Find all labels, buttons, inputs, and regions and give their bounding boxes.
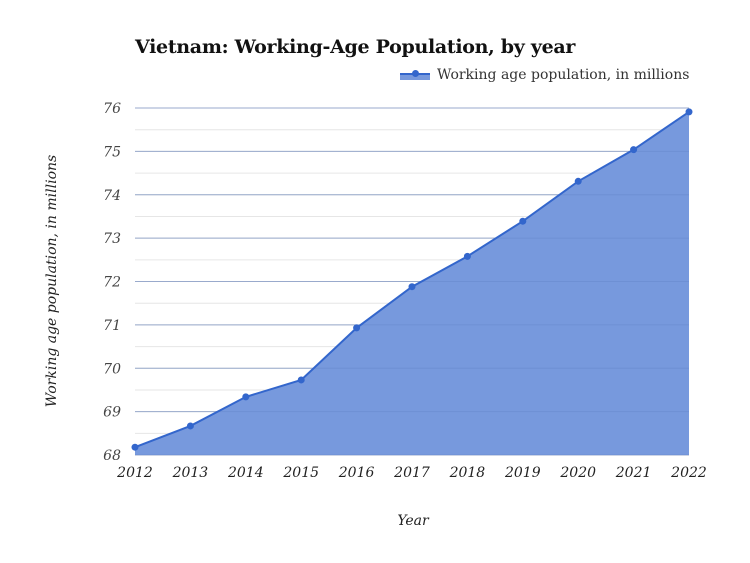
y-axis-label: Working age population, in millions <box>44 155 60 407</box>
y-tick-label: 73 <box>103 231 121 247</box>
x-tick-label: 2012 <box>116 465 153 481</box>
y-tick-label: 69 <box>103 405 121 421</box>
x-axis-label: Year <box>397 513 430 529</box>
data-point <box>186 422 194 430</box>
x-tick-label: 2013 <box>172 465 209 481</box>
legend-label: Working age population, in millions <box>437 67 690 83</box>
x-tick-label: 2014 <box>227 465 264 481</box>
x-tick-label: 2020 <box>559 465 596 481</box>
y-tick-label: 68 <box>103 448 121 464</box>
chart-title: Vietnam: Working-Age Population, by year <box>135 36 576 58</box>
y-tick-label: 71 <box>103 318 121 334</box>
data-point <box>297 376 305 384</box>
data-point <box>574 177 582 185</box>
data-point <box>242 393 250 401</box>
y-tick-label: 76 <box>103 101 121 117</box>
area-fill <box>135 111 689 455</box>
x-tick-label: 2019 <box>504 465 541 481</box>
y-tick-label: 70 <box>103 361 121 377</box>
legend: Working age population, in millions <box>400 67 689 83</box>
data-point <box>519 217 527 225</box>
x-tick-label: 2018 <box>449 465 486 481</box>
data-point <box>685 108 693 116</box>
legend-swatch-icon <box>400 70 430 80</box>
data-point <box>463 252 471 260</box>
data-point <box>131 443 139 451</box>
x-tick-label: 2016 <box>338 465 375 481</box>
data-point <box>630 146 638 154</box>
data-point <box>353 324 361 332</box>
y-tick-label: 74 <box>103 188 121 204</box>
data-point <box>408 283 416 291</box>
x-tick-label: 2022 <box>670 465 707 481</box>
x-tick-label: 2015 <box>282 465 319 481</box>
y-tick-label: 72 <box>103 275 121 291</box>
x-tick-label: 2017 <box>393 465 430 481</box>
y-tick-label: 75 <box>103 144 121 160</box>
x-tick-label: 2021 <box>615 465 652 481</box>
